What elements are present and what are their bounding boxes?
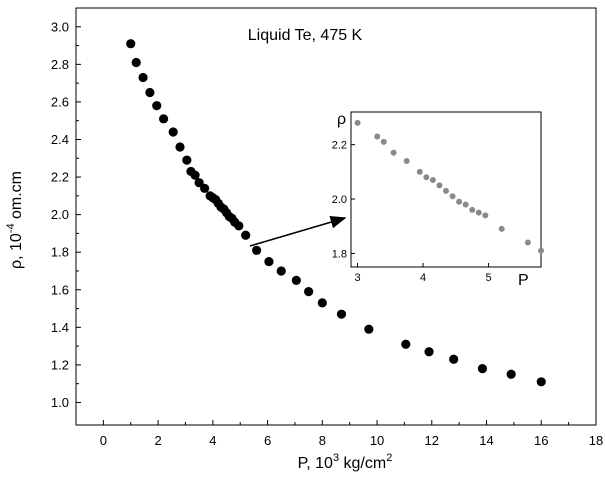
inset-pointer-arrow xyxy=(249,215,347,247)
data-point xyxy=(194,178,204,188)
data-point xyxy=(291,275,301,285)
x-tick-label: 6 xyxy=(264,433,271,448)
inset-data-point xyxy=(380,138,387,145)
y-tick-label: 2.8 xyxy=(51,57,69,72)
inset-data-point xyxy=(456,198,463,205)
x-axis-title-rest: kg/cm xyxy=(339,455,386,472)
inset-data-point xyxy=(524,239,531,246)
inset-x-tick-label: 4 xyxy=(420,272,426,284)
inset-data-points xyxy=(354,119,544,254)
data-point xyxy=(138,72,148,83)
data-point xyxy=(317,298,327,308)
y-tick-label: 2.4 xyxy=(51,132,69,147)
inset-data-point xyxy=(443,187,449,194)
x-tick-label: 14 xyxy=(479,433,493,448)
y-axis-title-main: ρ, 10 xyxy=(8,233,25,269)
data-point xyxy=(536,377,546,387)
data-point xyxy=(241,230,251,240)
data-point xyxy=(276,266,286,276)
chart-annotation: Liquid Te, 475 K xyxy=(248,27,363,44)
inset-y-axis-title: ρ xyxy=(337,111,346,128)
data-point xyxy=(401,339,411,349)
inset-data-point xyxy=(462,201,469,208)
main-ticks: 0 2 4 6 8 10 12 14 16 18 1.0 1.2 1.4 1.6 1.8 2.0 2.2 2.4 2… xyxy=(51,19,603,448)
x-tick-label: 18 xyxy=(589,433,603,448)
data-point xyxy=(190,170,200,180)
inset-data-point xyxy=(538,247,544,254)
inset-y-tick-label: 2.2 xyxy=(332,140,347,152)
data-point xyxy=(477,364,488,374)
x-axis-title-exp2: 2 xyxy=(386,452,392,464)
x-tick-label: 2 xyxy=(154,433,161,448)
data-point xyxy=(200,183,210,193)
main-plot-frame xyxy=(75,7,597,426)
y-axis-title-rest: om.cm xyxy=(8,171,25,223)
inset-x-tick-label: 3 xyxy=(354,272,360,284)
data-point xyxy=(424,347,434,357)
x-axis-title-main: P, 10 xyxy=(298,455,333,472)
data-point xyxy=(126,39,136,49)
data-point xyxy=(234,221,244,231)
y-tick-label: 1.2 xyxy=(51,357,69,372)
inset-data-point xyxy=(449,193,456,200)
inset-data-point xyxy=(429,176,436,183)
x-axis-title-exp: 3 xyxy=(333,452,339,464)
inset-data-point xyxy=(498,225,505,232)
inset-y-tick-label: 2.0 xyxy=(332,194,347,206)
data-point xyxy=(336,309,347,319)
inset-x-axis-title: P xyxy=(518,272,529,289)
data-point xyxy=(506,369,516,379)
inset-data-point xyxy=(354,119,361,126)
inset-data-point xyxy=(423,174,430,181)
x-tick-label: 12 xyxy=(425,433,439,448)
x-tick-label: 16 xyxy=(534,433,548,448)
data-point xyxy=(252,245,262,255)
inset-x-tick-label: 5 xyxy=(486,272,492,284)
y-axis-title: ρ, 10-4 om.cm xyxy=(5,171,25,269)
data-point xyxy=(364,324,374,334)
inset-ticks: 3 4 5 1.8 2.0 2.2 xyxy=(332,140,492,284)
y-tick-label: 3.0 xyxy=(51,19,69,34)
x-axis-title: P, 103 kg/cm2 xyxy=(298,452,393,472)
y-tick-label: 2.6 xyxy=(51,94,69,109)
inset-y-tick-label: 1.8 xyxy=(332,248,347,260)
inset-data-point xyxy=(482,212,489,219)
data-point xyxy=(175,142,185,152)
inset-data-point xyxy=(436,182,443,189)
y-axis-title-exp: -4 xyxy=(5,223,17,233)
y-tick-label: 1.0 xyxy=(51,395,69,410)
inset-data-point xyxy=(416,168,423,175)
data-point xyxy=(131,57,141,68)
x-tick-label: 4 xyxy=(209,433,216,448)
y-tick-label: 1.6 xyxy=(51,282,69,297)
inset-data-point xyxy=(374,133,381,140)
data-point xyxy=(158,114,169,124)
y-tick-label: 1.8 xyxy=(51,245,69,260)
inset-data-point xyxy=(403,157,410,164)
y-tick-label: 1.4 xyxy=(51,320,69,335)
x-tick-label: 10 xyxy=(370,433,384,448)
data-point xyxy=(449,354,459,364)
data-point xyxy=(182,155,192,165)
y-tick-label: 2.0 xyxy=(51,207,69,222)
x-tick-label: 8 xyxy=(319,433,326,448)
data-point xyxy=(152,101,162,111)
x-tick-label: 0 xyxy=(100,433,107,448)
data-point xyxy=(264,256,274,267)
data-point xyxy=(168,127,178,137)
inset-data-point xyxy=(475,209,482,216)
y-tick-label: 2.2 xyxy=(51,170,69,185)
inset-data-point xyxy=(390,149,397,156)
main-data-points xyxy=(126,39,546,387)
data-point xyxy=(304,287,314,297)
inset-data-point xyxy=(469,206,476,213)
data-point xyxy=(145,87,155,98)
